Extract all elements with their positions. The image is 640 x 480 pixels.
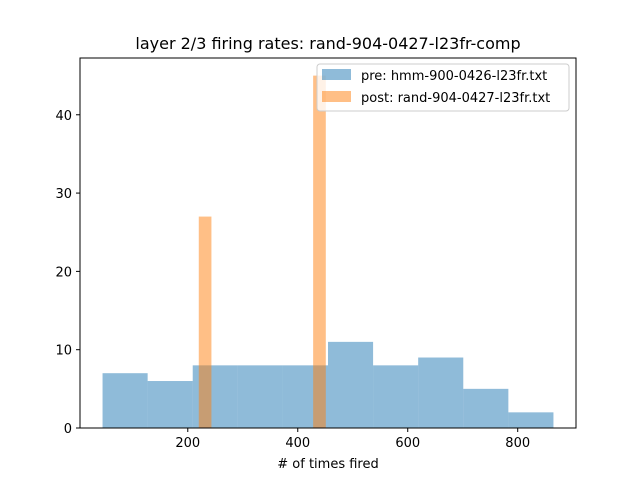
x-tick-label: 600 bbox=[395, 436, 420, 451]
legend: pre: hmm-900-0426-l23fr.txt post: rand-9… bbox=[316, 63, 570, 112]
x-tick-label: 800 bbox=[505, 436, 530, 451]
pre-bar-0 bbox=[102, 373, 148, 428]
y-axis-ticks: 0 10 20 30 40 bbox=[55, 109, 80, 437]
y-tick-label: 30 bbox=[55, 187, 72, 202]
legend-label-pre: pre: hmm-900-0426-l23fr.txt bbox=[361, 69, 547, 84]
x-tick-label: 400 bbox=[285, 436, 310, 451]
pre-bar-3 bbox=[237, 365, 283, 428]
y-tick-label: 40 bbox=[55, 109, 72, 124]
pre-bar-5 bbox=[328, 341, 374, 428]
legend-box bbox=[316, 63, 570, 112]
post-bar-0 bbox=[198, 216, 212, 428]
histogram-bars bbox=[102, 75, 554, 429]
x-axis-label: # of times fired bbox=[277, 457, 378, 472]
legend-swatch-pre bbox=[322, 69, 351, 80]
plot-frame bbox=[79, 57, 577, 429]
pre-bar-6 bbox=[373, 365, 419, 428]
pre-bar-8 bbox=[463, 388, 509, 428]
legend-label-post: post: rand-904-0427-l23fr.txt bbox=[361, 91, 550, 106]
x-axis-ticks: 200 400 600 800 bbox=[175, 428, 530, 451]
chart-title: layer 2/3 firing rates: rand-904-0427-l2… bbox=[135, 34, 520, 53]
y-tick-label: 10 bbox=[55, 344, 72, 359]
legend-swatch-post bbox=[322, 91, 351, 102]
pre-bar-7 bbox=[418, 357, 464, 428]
post-bar-1 bbox=[313, 75, 326, 429]
x-tick-label: 200 bbox=[175, 436, 200, 451]
y-tick-label: 0 bbox=[64, 422, 72, 437]
pre-bar-1 bbox=[147, 381, 193, 428]
y-tick-label: 20 bbox=[55, 265, 72, 280]
pre-bar-9 bbox=[508, 412, 554, 428]
